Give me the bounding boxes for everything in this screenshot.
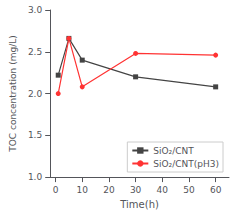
svg-text:3.0: 3.0	[28, 5, 43, 15]
svg-text:20: 20	[103, 185, 115, 195]
svg-text:60: 60	[210, 185, 222, 195]
svg-text:1.5: 1.5	[28, 130, 42, 140]
svg-text:1.0: 1.0	[28, 172, 43, 182]
svg-text:SiO₂/CNT(pH3): SiO₂/CNT(pH3)	[153, 159, 219, 169]
svg-text:Time(h): Time(h)	[119, 199, 159, 210]
svg-text:2.5: 2.5	[28, 47, 42, 57]
svg-text:TOC concentration (mg/L): TOC concentration (mg/L)	[8, 35, 18, 152]
svg-text:40: 40	[157, 185, 169, 195]
svg-text:0: 0	[53, 185, 59, 195]
svg-text:50: 50	[183, 185, 195, 195]
svg-text:SiO₂/CNT: SiO₂/CNT	[153, 146, 194, 156]
svg-text:2.0: 2.0	[28, 89, 43, 99]
svg-text:10: 10	[77, 185, 89, 195]
svg-text:30: 30	[130, 185, 142, 195]
